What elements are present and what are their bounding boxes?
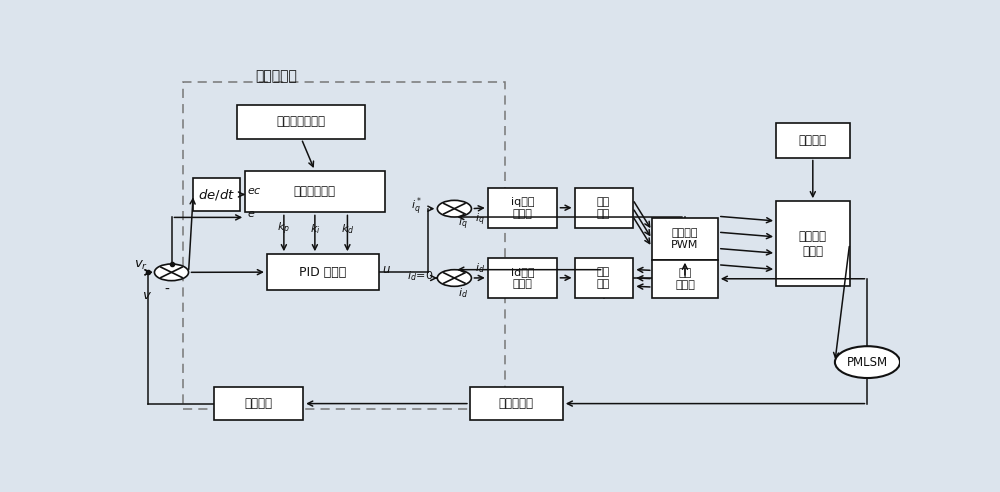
Text: 速度计算: 速度计算 <box>245 397 273 410</box>
Text: -: - <box>164 282 169 297</box>
Text: 空间矢量
PWM: 空间矢量 PWM <box>671 228 699 250</box>
Text: $v_r$: $v_r$ <box>134 259 148 272</box>
FancyBboxPatch shape <box>652 260 718 298</box>
FancyBboxPatch shape <box>776 123 850 157</box>
Text: $i_d$: $i_d$ <box>458 286 468 300</box>
Text: 模糊神经网箱: 模糊神经网箱 <box>294 185 336 198</box>
FancyBboxPatch shape <box>237 104 365 139</box>
FancyBboxPatch shape <box>574 258 633 298</box>
Text: 电流
传感器: 电流 传感器 <box>675 268 695 290</box>
Text: 速度控制器: 速度控制器 <box>255 69 297 83</box>
FancyBboxPatch shape <box>470 388 563 420</box>
Text: $i_q$: $i_q$ <box>475 212 485 228</box>
FancyBboxPatch shape <box>488 188 557 228</box>
Text: 电压源型
逆变器: 电压源型 逆变器 <box>799 230 827 258</box>
FancyBboxPatch shape <box>193 179 240 211</box>
Text: 果蟆一蛙跳算法: 果蟆一蛙跳算法 <box>277 115 326 128</box>
FancyBboxPatch shape <box>652 218 718 260</box>
Text: PID 控制器: PID 控制器 <box>299 266 347 278</box>
Text: $de/dt$: $de/dt$ <box>198 187 235 202</box>
FancyBboxPatch shape <box>776 201 850 286</box>
Text: 位置传感器: 位置传感器 <box>499 397 534 410</box>
Text: $k_p$: $k_p$ <box>277 220 290 237</box>
Text: $i_d$: $i_d$ <box>475 261 485 275</box>
Circle shape <box>154 264 189 280</box>
FancyBboxPatch shape <box>267 254 379 290</box>
FancyBboxPatch shape <box>245 171 385 213</box>
Circle shape <box>437 200 471 217</box>
Text: $i_q^*$: $i_q^*$ <box>411 196 422 218</box>
FancyBboxPatch shape <box>488 258 557 298</box>
Text: 坐标
变换: 坐标 变换 <box>597 197 610 218</box>
Text: 坐标
变换: 坐标 变换 <box>597 267 610 289</box>
Text: $k_i$: $k_i$ <box>310 222 320 236</box>
Text: $k_d$: $k_d$ <box>341 222 354 236</box>
Text: $v$: $v$ <box>142 288 152 302</box>
FancyBboxPatch shape <box>574 188 633 228</box>
Circle shape <box>835 346 900 378</box>
Text: $i_d\!=\!0$: $i_d\!=\!0$ <box>407 269 433 282</box>
Text: $e$: $e$ <box>247 210 256 219</box>
Text: $i_q$: $i_q$ <box>458 215 468 232</box>
Text: iq电流
控制器: iq电流 控制器 <box>511 197 534 218</box>
FancyBboxPatch shape <box>214 388 303 420</box>
Circle shape <box>437 270 471 286</box>
Text: $ec$: $ec$ <box>247 185 262 196</box>
Text: $u$: $u$ <box>382 263 390 277</box>
Text: PMLSM: PMLSM <box>847 356 888 369</box>
Text: 直流电源: 直流电源 <box>799 134 827 147</box>
Text: id电流
控制器: id电流 控制器 <box>511 267 534 289</box>
